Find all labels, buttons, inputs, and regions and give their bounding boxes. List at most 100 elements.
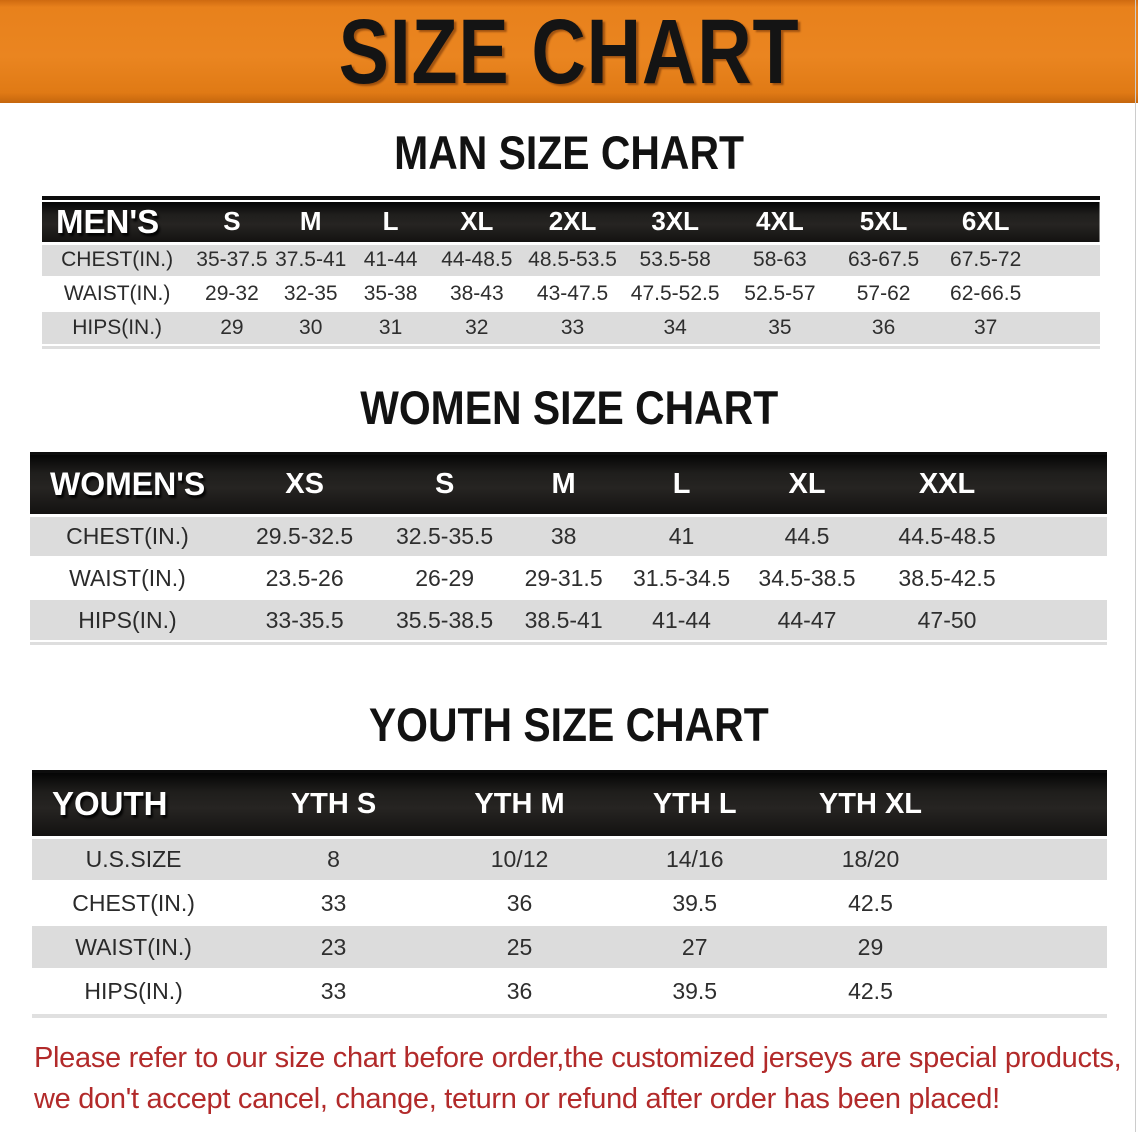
measurement-row: CHEST(IN.) 29.5-32.5 32.5-35.5 38 41 44.5 44.5… [30, 515, 1107, 557]
size-value-cell: 32 [465, 316, 489, 339]
size-value-cell: 29.5-32.5 [256, 522, 354, 549]
size-value-cell: 37 [973, 316, 998, 339]
filler-cell [1036, 311, 1100, 345]
size-value-cell: 53.5-58 [639, 248, 711, 272]
filler-cell [1036, 277, 1100, 311]
table-title-cell: WOMEN'S [30, 455, 225, 517]
size-value-cell: 41-44 [652, 606, 711, 633]
size-value-cell: 23 [320, 933, 347, 960]
filler-cell [1020, 455, 1107, 517]
measurement-row: WAIST(IN.) 29-32 32-35 35-38 38-43 43-47.5 47.… [42, 277, 1100, 311]
size-value-cell: 35.5-38.5 [396, 606, 494, 633]
size-value-cell: 36 [506, 977, 533, 1004]
size-value-cell: 58-63 [753, 248, 807, 272]
size-column-header: 6XL [934, 202, 1037, 245]
banner: SIZE CHART [0, 0, 1138, 103]
row-label: WAIST(IN.) [75, 933, 192, 960]
row-label: WAIST(IN.) [63, 282, 171, 305]
row-label: CHEST(IN.) [61, 248, 174, 272]
filler-cell [1036, 243, 1100, 277]
filler-cell [959, 969, 1107, 1013]
size-column-header: XL [431, 202, 523, 245]
size-value-cell: 38.5-42.5 [898, 564, 996, 591]
size-value-cell: 27 [681, 933, 708, 960]
row-label: HIPS(IN.) [84, 977, 183, 1004]
filler-cell [959, 925, 1107, 969]
size-value-cell: 34 [663, 316, 687, 339]
youth-size-table: YOUTH YTH S YTH M YTH L YTH XL U.S.SIZE 8 10/12… [32, 770, 1107, 1018]
size-value-cell: 29-32 [205, 282, 259, 305]
table-title-cell: MEN'S [42, 202, 193, 245]
size-table: YOUTH YTH S YTH M YTH L YTH XL U.S.SIZE 8 10/12… [32, 773, 1107, 1014]
size-value-cell: 41 [668, 522, 695, 549]
size-value-cell: 32-35 [283, 282, 338, 305]
women-size-table: WOMEN'S XS S M L XL XXL CHEST(IN.) 29.5-32.5 32.5… [30, 452, 1107, 645]
size-table: WOMEN'S XS S M L XL XXL CHEST(IN.) 29.5-32.5 32.5… [30, 455, 1107, 642]
row-label: WAIST(IN.) [69, 564, 186, 591]
size-value-cell: 33 [560, 316, 585, 339]
disclaimer-line-2: we don't accept cancel, change, teturn o… [34, 1083, 1000, 1115]
size-value-cell: 39.5 [672, 889, 718, 916]
size-value-cell: 8 [327, 845, 340, 872]
size-value-cell: 39.5 [672, 977, 718, 1004]
size-value-cell: 42.5 [848, 889, 893, 916]
size-table: MEN'S S M L XL 2XL 3XL 4XL 5XL 6XL CHEST(IN.) 35-37… [42, 202, 1100, 346]
size-value-cell: 31.5-34.5 [632, 564, 731, 591]
size-column-header: M [504, 455, 623, 517]
size-value-cell: 35-38 [363, 282, 418, 305]
size-value-cell: 52.5-57 [744, 282, 816, 305]
youth-section-heading-text: YOUTH SIZE CHART [369, 698, 769, 751]
size-value-cell: 35 [768, 316, 792, 339]
size-column-header: YTH XL [782, 773, 959, 839]
size-column-header: XS [224, 455, 385, 517]
size-column-header: YTH L [607, 773, 783, 839]
measurement-row: CHEST(IN.) 33 36 39.5 42.5 [32, 881, 1107, 925]
size-value-cell: 47-50 [917, 606, 977, 633]
size-value-cell: 38-43 [449, 282, 504, 305]
size-value-cell: 18/20 [841, 845, 900, 872]
disclaimer-line-1: Please refer to our size chart before or… [34, 1042, 1122, 1074]
filler-cell [1021, 515, 1107, 557]
size-value-cell: 44-47 [777, 606, 837, 633]
size-value-cell: 34.5-38.5 [758, 564, 856, 591]
measurement-row: WAIST(IN.) 23.5-26 26-29 29-31.5 31.5-34.5 34… [30, 557, 1107, 599]
size-value-cell: 63-67.5 [847, 248, 920, 272]
size-column-header: XXL [873, 455, 1021, 517]
row-label: HIPS(IN.) [78, 606, 177, 633]
size-value-cell: 43-47.5 [536, 282, 609, 305]
size-value-cell: 23.5-26 [265, 564, 344, 591]
size-value-cell: 36 [506, 889, 533, 916]
banner-title: SIZE CHART [338, 0, 800, 103]
size-value-cell: 67.5-72 [950, 248, 1022, 272]
measurement-row: CHEST(IN.) 35-37.5 37.5-41 41-44 44-48.5 48.5… [42, 243, 1100, 277]
size-value-cell: 44-48.5 [441, 248, 513, 272]
row-label: U.S.SIZE [85, 845, 182, 872]
size-value-cell: 29 [220, 316, 244, 339]
man-section-heading-text: MAN SIZE CHART [394, 126, 744, 179]
women-section-heading-text: WOMEN SIZE CHART [360, 381, 778, 434]
measurement-row: HIPS(IN.) 33-35.5 35.5-38.5 38.5-41 41-44 44-… [30, 599, 1107, 641]
size-value-cell: 33 [320, 977, 347, 1004]
size-value-cell: 32.5-35.5 [396, 522, 494, 549]
measurement-row: WAIST(IN.) 23 25 27 29 [32, 925, 1107, 969]
size-column-header: 2XL [522, 202, 623, 245]
size-column-header: YTH M [431, 773, 608, 839]
women-section-heading: WOMEN SIZE CHART [0, 384, 1138, 431]
size-column-header: L [349, 202, 432, 245]
filler-cell [1036, 202, 1100, 245]
disclaimer: Please refer to our size chart before or… [34, 1038, 1122, 1120]
size-value-cell: 26-29 [415, 564, 475, 591]
header-row: WOMEN'S XS S M L XL XXL [30, 455, 1107, 517]
men-size-table: MEN'S S M L XL 2XL 3XL 4XL 5XL 6XL CHEST(IN.) 35-37… [42, 196, 1100, 349]
size-value-cell: 44.5 [784, 522, 830, 549]
size-value-cell: 38 [550, 522, 577, 549]
size-value-cell: 36 [871, 316, 896, 339]
size-value-cell: 41-44 [363, 248, 418, 272]
size-column-header: YTH S [235, 773, 432, 839]
size-value-cell: 29-31.5 [524, 564, 603, 591]
size-column-header: S [384, 455, 505, 517]
filler-cell [959, 881, 1107, 925]
size-column-header: M [271, 202, 350, 245]
size-value-cell: 35-37.5 [196, 248, 268, 272]
